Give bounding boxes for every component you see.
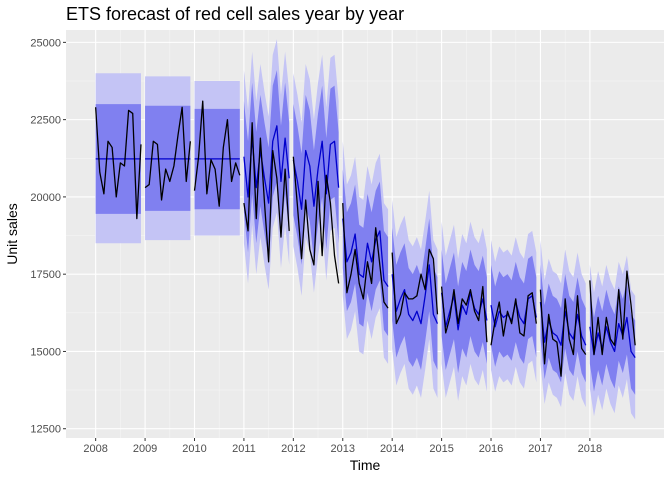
actual-line xyxy=(292,156,340,284)
x-tick-label: 2014 xyxy=(380,443,404,455)
actual-line xyxy=(440,285,488,343)
y-tick-label: 25000 xyxy=(30,37,61,49)
forecast-line xyxy=(391,264,439,325)
y-tick-label: 22500 xyxy=(30,115,61,127)
x-tick-label: 2009 xyxy=(133,443,157,455)
x-tick-label: 2015 xyxy=(429,443,453,455)
y-tick-label: 20000 xyxy=(30,192,61,204)
actual-line xyxy=(95,107,142,220)
x-tick-label: 2008 xyxy=(83,443,107,455)
x-tick-label: 2013 xyxy=(331,443,355,455)
x-tick-label: 2010 xyxy=(182,443,206,455)
actual-lines xyxy=(95,100,636,377)
actual-line xyxy=(589,270,636,356)
actual-line xyxy=(243,122,290,263)
forecast-line xyxy=(589,316,636,359)
forecast-line xyxy=(292,140,340,210)
x-tick-label: 2018 xyxy=(578,443,602,455)
interval-80-band xyxy=(342,169,389,336)
interval-80-band xyxy=(243,70,290,259)
x-tick-label: 2017 xyxy=(528,443,552,455)
y-axis: 12500 15000 17500 20000 22500 25000 xyxy=(30,37,66,436)
actual-line xyxy=(342,203,389,309)
interval-80-band xyxy=(392,218,438,370)
actual-line xyxy=(539,289,587,377)
interval-80-band xyxy=(589,280,636,395)
x-tick-label: 2011 xyxy=(232,443,256,455)
actual-line xyxy=(391,248,439,325)
actual-line xyxy=(490,292,537,346)
x-axis-title: Time xyxy=(350,457,381,473)
y-axis-title: Unit sales xyxy=(4,203,20,264)
x-tick-label: 2016 xyxy=(479,443,503,455)
actual-line xyxy=(144,106,192,201)
y-tick-label: 17500 xyxy=(30,269,61,281)
x-axis: 2008 2009 2010 2011 2012 2013 2014 2015 2016 2017… xyxy=(83,438,602,455)
y-tick-label: 12500 xyxy=(30,424,61,436)
forecast-line xyxy=(342,218,389,287)
chart-title: ETS forecast of red cell sales year by y… xyxy=(66,4,404,24)
x-tick-label: 2012 xyxy=(281,443,305,455)
y-tick-label: 15000 xyxy=(30,346,61,358)
actual-line xyxy=(193,100,241,207)
